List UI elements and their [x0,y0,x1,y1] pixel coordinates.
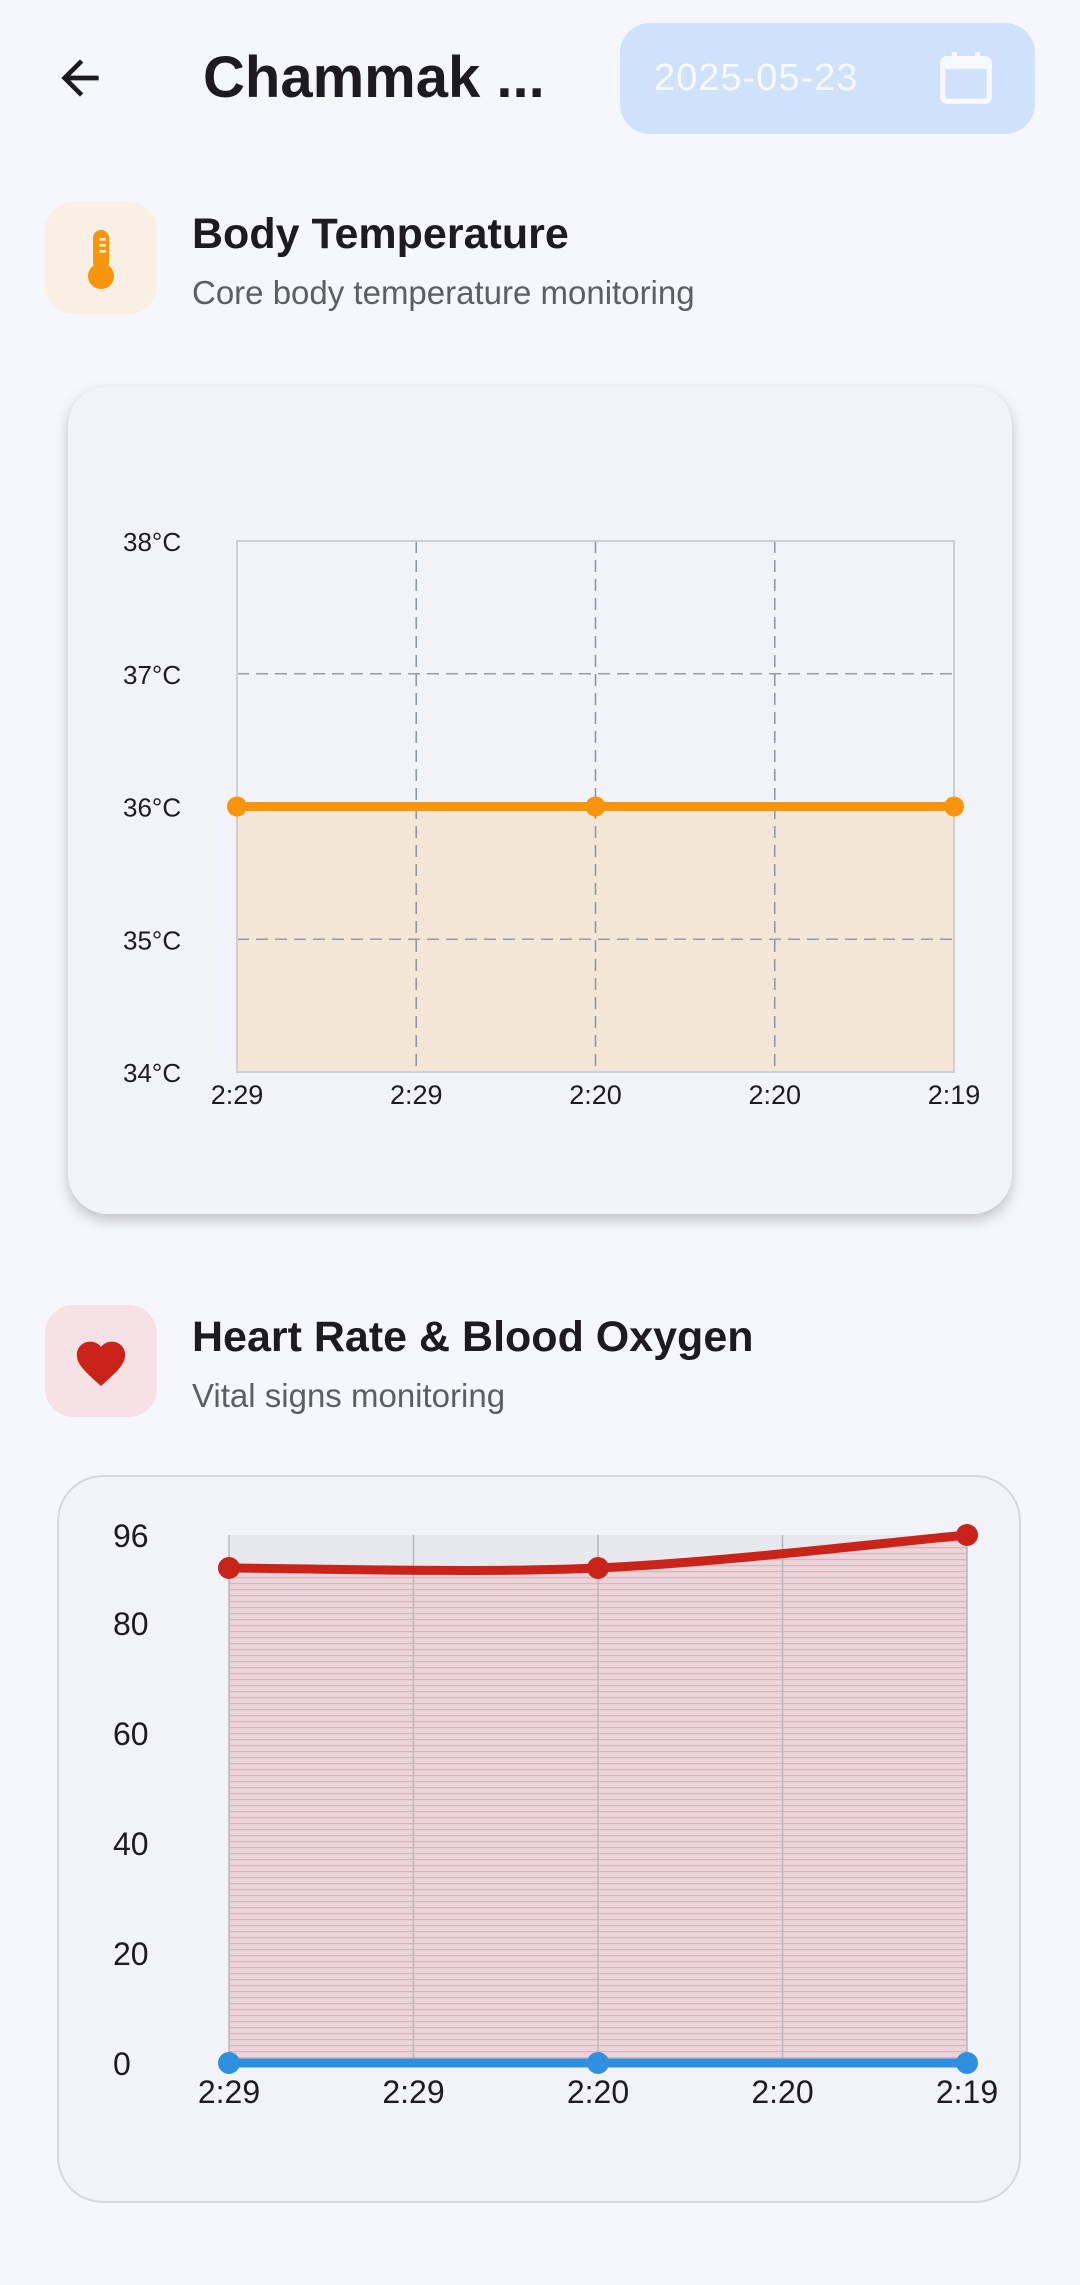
blood-oxygen-point [587,2052,609,2074]
x-tick-label: 2:20 [567,2074,629,2110]
calendar-icon [940,52,992,104]
blood-oxygen-point [956,2052,978,2074]
temperature-point [585,796,606,817]
section-title: Body Temperature [192,210,569,258]
back-button[interactable] [40,38,120,118]
heart-rate-point [956,1524,978,1546]
app-bar: Chammak ... 2025-05-23 [0,0,1080,160]
section-subtitle: Core body temperature monitoring [192,274,695,311]
body-temperature-header: Body Temperature Core body temperature m… [0,202,1080,322]
x-tick-label: 2:19 [928,1080,981,1110]
y-tick-label: 36°C [123,793,181,823]
y-tick-label: 0 [113,2046,131,2082]
x-tick-label: 2:20 [569,1080,622,1110]
temperature-point [944,796,964,817]
arrow-back-icon [61,59,99,97]
heart-icon-badge [45,1305,157,1417]
y-tick-label: 38°C [123,527,181,557]
heart-rate-chart: 0 20 40 60 80 96 2:29 2:29 2:20 2:20 2:19 [113,1518,998,2110]
thermometer-icon-badge [45,202,157,314]
page-title: Chammak ... [203,45,545,110]
y-tick-label: 34°C [123,1058,181,1088]
temperature-chart: 34°C 35°C 36°C 37°C 38°C 2:29 2:29 2:20 2:20 2:19 [123,527,981,1110]
x-tick-label: 2:20 [748,1080,801,1110]
x-tick-label: 2:29 [382,2074,444,2110]
y-tick-label: 60 [113,1716,149,1752]
blood-oxygen-point [218,2052,240,2074]
x-tick-label: 2:19 [936,2074,998,2110]
temperature-point [227,796,247,817]
thermometer-icon [88,230,114,289]
heart-icon [76,1341,126,1387]
x-tick-label: 2:29 [198,2074,260,2110]
y-tick-label: 80 [113,1606,149,1642]
selected-date: 2025-05-23 [654,57,859,99]
temperature-chart-card: 34°C 35°C 36°C 37°C 38°C 2:29 2:29 2:20 2:20 2:19 [68,386,1012,1214]
y-tick-label: 40 [113,1826,149,1862]
date-picker-button[interactable]: 2025-05-23 [620,23,1035,134]
x-tick-label: 2:29 [211,1080,264,1110]
y-tick-label: 96 [113,1518,149,1554]
x-tick-label: 2:20 [751,2074,813,2110]
x-tick-label: 2:29 [390,1080,443,1110]
heart-rate-chart-card: 0 20 40 60 80 96 2:29 2:29 2:20 2:20 2:19 [57,1475,1021,2203]
y-tick-label: 37°C [123,660,181,690]
section-subtitle: Vital signs monitoring [192,1377,506,1414]
y-tick-label: 20 [113,1936,149,1972]
heart-rate-point [218,1557,240,1579]
y-tick-label: 35°C [123,925,181,955]
heart-rate-point [587,1557,609,1579]
heart-rate-header: Heart Rate & Blood Oxygen Vital signs mo… [0,1305,1080,1425]
section-title: Heart Rate & Blood Oxygen [192,1313,754,1361]
